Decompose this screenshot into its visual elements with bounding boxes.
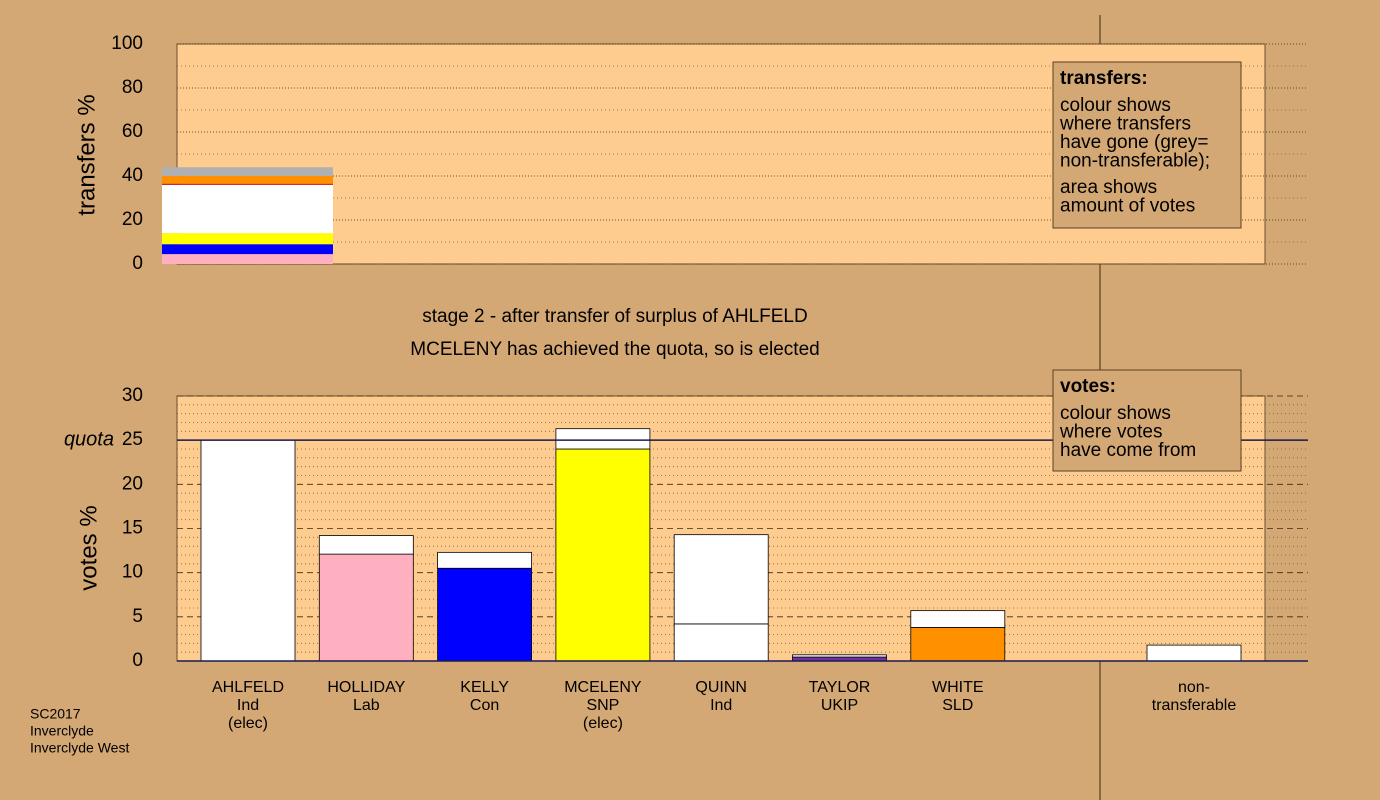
- legend-text: have gone (grey=: [1060, 132, 1208, 153]
- y-tick-label: 0: [132, 253, 143, 274]
- legend-text: area shows: [1060, 177, 1157, 198]
- x-tick-label: Con: [470, 697, 499, 714]
- bar-segment: [1146, 644, 1242, 662]
- y-tick-label: 20: [122, 209, 143, 230]
- legend-text: colour shows: [1060, 95, 1171, 116]
- bar-segment: [673, 534, 769, 625]
- x-tick-label: transferable: [1152, 697, 1237, 714]
- legend-title: transfers:: [1060, 68, 1148, 89]
- legend-box: [1052, 369, 1242, 472]
- quota-label: quota: [64, 428, 114, 450]
- legend-text: where transfers: [1059, 114, 1191, 135]
- x-tick-label: (elec): [583, 715, 623, 732]
- y-tick-label: 30: [122, 385, 143, 406]
- legend-text: where votes: [1059, 422, 1162, 443]
- x-tick-label: SLD: [942, 697, 973, 714]
- y-tick-label: 25: [122, 429, 143, 450]
- stage-line: MCELENY has achieved the quota, so is el…: [410, 339, 819, 360]
- bar-segment: [162, 233, 333, 245]
- x-tick-label: QUINN: [695, 679, 747, 696]
- x-tick-label: AHLFELD: [212, 679, 284, 696]
- bar-segment: [200, 439, 296, 662]
- bar-segment: [910, 627, 1006, 662]
- legend-box: [1052, 61, 1242, 229]
- bar-segment: [318, 553, 414, 662]
- bar-segment: [162, 176, 333, 184]
- bar-segment: [162, 167, 333, 176]
- x-tick-label: MCELENY: [564, 679, 642, 696]
- legend-text: colour shows: [1060, 403, 1171, 424]
- bar-segment: [555, 428, 651, 450]
- footer: Inverclyde: [30, 723, 94, 739]
- bar-segment: [673, 623, 769, 662]
- bar-segment: [437, 567, 533, 662]
- x-tick-label: (elec): [228, 715, 268, 732]
- x-tick-label: Ind: [237, 697, 259, 714]
- y-axis-label: transfers %: [73, 94, 100, 215]
- x-tick-label: non-: [1178, 679, 1210, 696]
- footer: Inverclyde West: [30, 740, 129, 756]
- legend-text: non-transferable);: [1060, 151, 1210, 172]
- x-tick-label: HOLLIDAY: [327, 679, 405, 696]
- x-tick-label: KELLY: [460, 679, 509, 696]
- y-tick-label: 60: [122, 121, 143, 142]
- footer: SC2017: [30, 706, 81, 722]
- y-tick-label: 80: [122, 77, 143, 98]
- y-axis-label: votes %: [75, 505, 102, 590]
- x-tick-label: WHITE: [932, 679, 984, 696]
- bar-segment: [162, 184, 333, 234]
- bar-segment: [555, 448, 651, 662]
- y-tick-label: 100: [111, 33, 143, 54]
- x-tick-label: Ind: [710, 697, 732, 714]
- x-tick-label: TAYLOR: [809, 679, 871, 696]
- stage-line: stage 2 - after transfer of surplus of A…: [422, 306, 807, 327]
- bar-segment: [910, 610, 1006, 628]
- bar-segment: [792, 654, 887, 658]
- bar-segment: [162, 244, 333, 255]
- y-tick-label: 15: [122, 518, 143, 539]
- y-tick-label: 20: [122, 473, 143, 494]
- legend-text: have come from: [1060, 440, 1196, 461]
- legend-text: amount of votes: [1060, 196, 1195, 217]
- bar-segment: [318, 535, 414, 555]
- x-tick-label: UKIP: [821, 697, 858, 714]
- y-tick-label: 40: [122, 165, 143, 186]
- bar-segment: [162, 254, 333, 264]
- x-tick-label: SNP: [586, 697, 619, 714]
- bar-segment: [437, 551, 533, 569]
- y-tick-label: 0: [132, 650, 143, 671]
- legend-title: votes:: [1060, 376, 1116, 397]
- y-tick-label: 10: [122, 562, 143, 583]
- bar-segment: [162, 183, 333, 185]
- x-tick-label: Lab: [353, 697, 380, 714]
- y-tick-label: 5: [132, 606, 143, 627]
